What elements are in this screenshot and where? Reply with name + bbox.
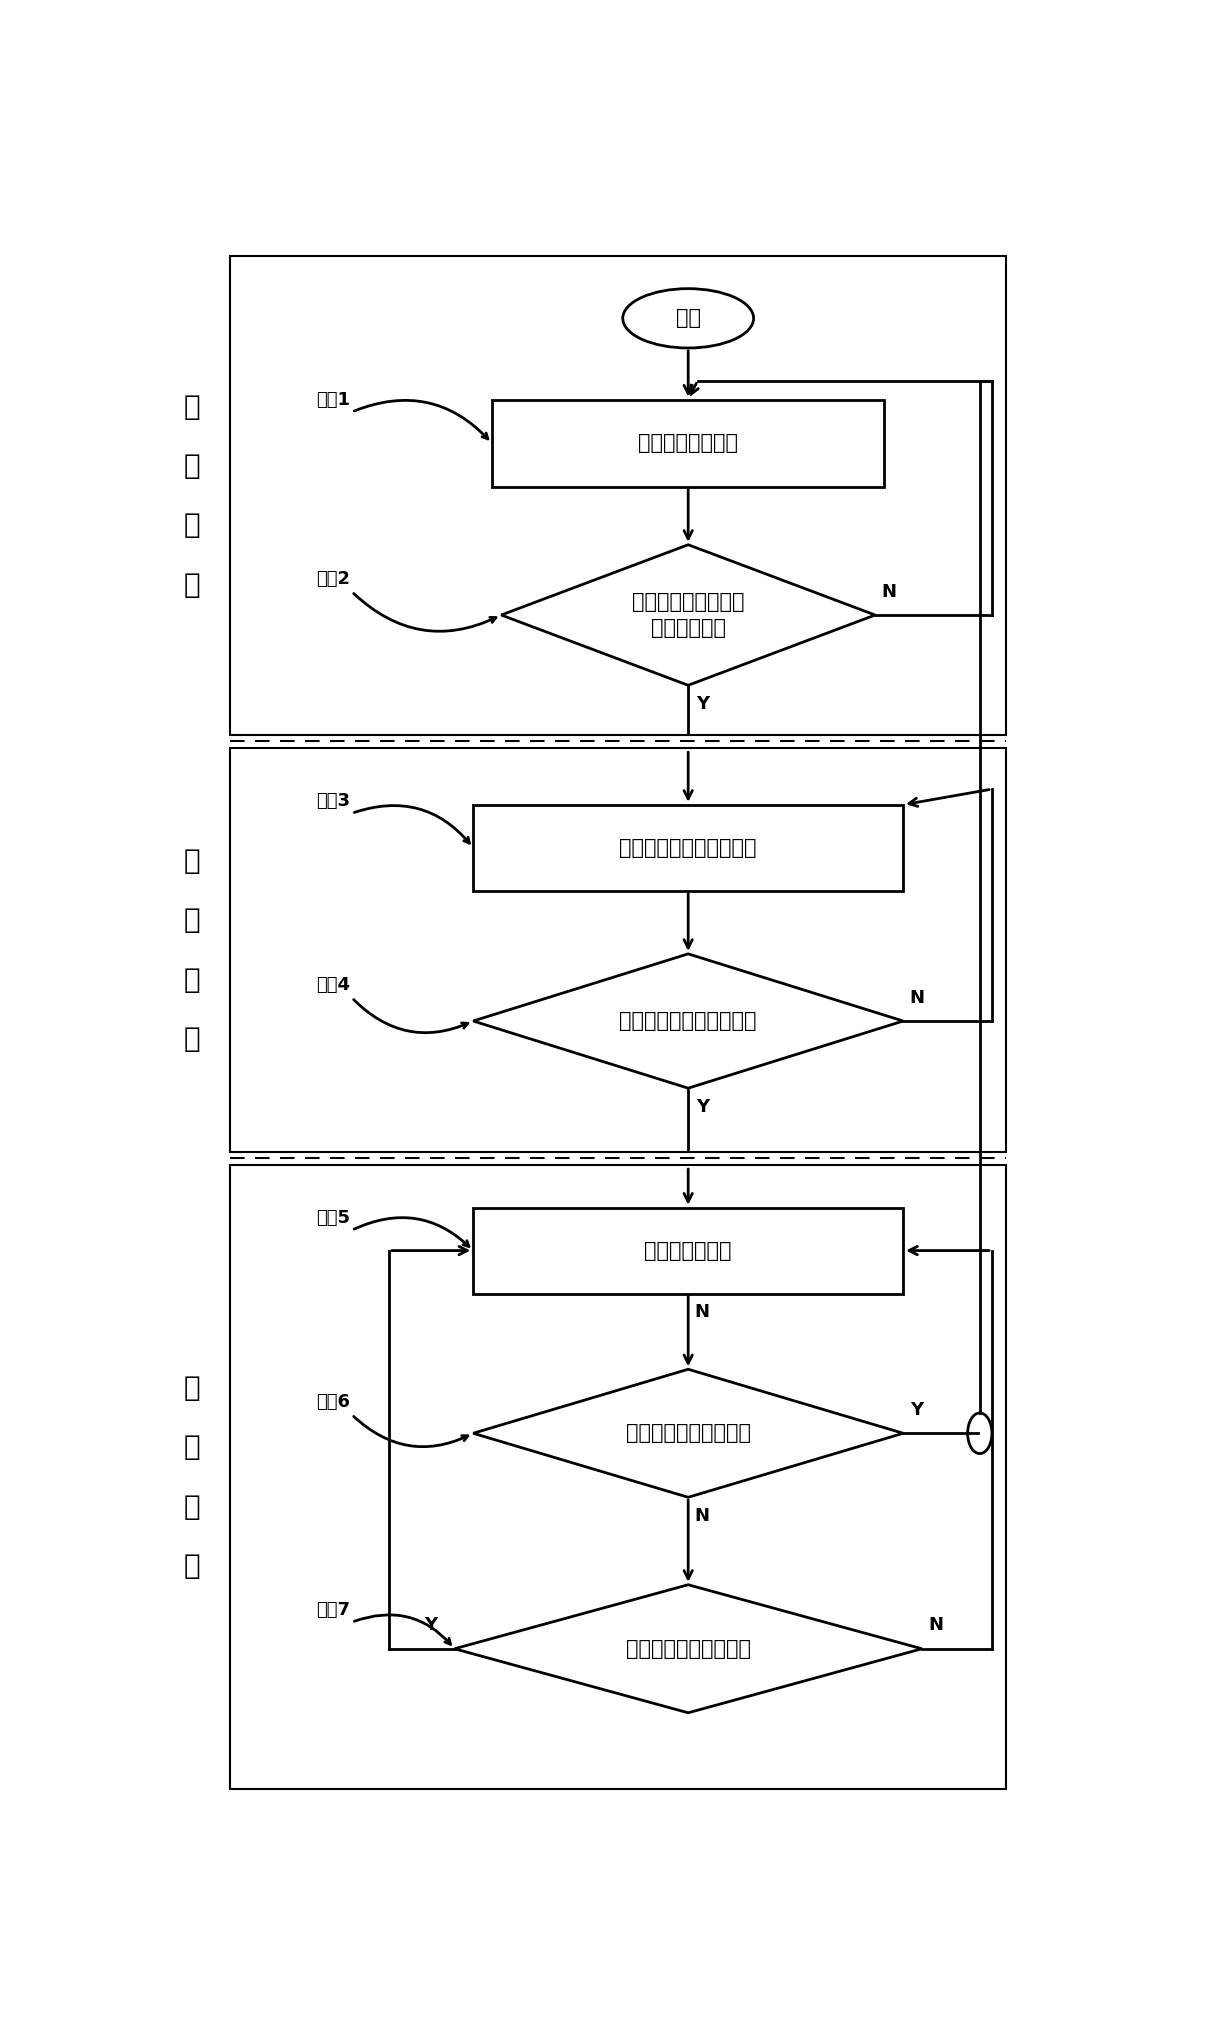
Bar bbox=[230, 256, 1006, 736]
Text: 阶: 阶 bbox=[183, 1493, 200, 1521]
Bar bbox=[473, 1207, 903, 1294]
Text: 三个工作点是否足够靠近: 三个工作点是否足够靠近 bbox=[620, 1012, 757, 1030]
Polygon shape bbox=[502, 546, 876, 685]
Text: 三: 三 bbox=[183, 1434, 200, 1462]
Text: N: N bbox=[909, 988, 925, 1006]
Bar bbox=[492, 400, 884, 487]
Text: 步骤1: 步骤1 bbox=[316, 391, 350, 408]
Text: 段: 段 bbox=[183, 1551, 200, 1580]
Text: 步骤4: 步骤4 bbox=[316, 975, 350, 994]
Text: N: N bbox=[695, 1304, 709, 1322]
Text: 一: 一 bbox=[183, 452, 200, 481]
Text: 第: 第 bbox=[183, 1375, 200, 1401]
Text: 二: 二 bbox=[183, 907, 200, 935]
Text: 段: 段 bbox=[183, 1024, 200, 1053]
Text: 步骤7: 步骤7 bbox=[316, 1600, 350, 1618]
Text: 环境发生了剧烈变化？: 环境发生了剧烈变化？ bbox=[626, 1424, 750, 1444]
Text: 阶: 阶 bbox=[183, 965, 200, 994]
Text: 段: 段 bbox=[183, 570, 200, 598]
Polygon shape bbox=[473, 953, 903, 1089]
Bar bbox=[230, 748, 1006, 1152]
Text: N: N bbox=[882, 582, 896, 600]
Polygon shape bbox=[473, 1369, 903, 1497]
Bar bbox=[230, 1164, 1006, 1789]
Text: 步骤3: 步骤3 bbox=[316, 791, 350, 809]
Text: 输出电压小于逆变器
最低工作电压: 输出电压小于逆变器 最低工作电压 bbox=[632, 592, 744, 639]
Text: 步骤5: 步骤5 bbox=[316, 1209, 350, 1227]
Polygon shape bbox=[455, 1584, 921, 1714]
Text: 步骤6: 步骤6 bbox=[316, 1393, 350, 1411]
Text: 环境发生了缓慢变化？: 环境发生了缓慢变化？ bbox=[626, 1639, 750, 1659]
Text: 第: 第 bbox=[183, 393, 200, 420]
Text: N: N bbox=[695, 1507, 709, 1525]
Text: 功率闭环控制扫描: 功率闭环控制扫描 bbox=[638, 434, 738, 452]
Text: Y: Y bbox=[696, 696, 709, 714]
Text: 开始: 开始 bbox=[675, 308, 701, 329]
Text: 第: 第 bbox=[183, 848, 200, 874]
Text: Y: Y bbox=[425, 1616, 438, 1635]
Text: 三点协同变步长局部搜索: 三点协同变步长局部搜索 bbox=[620, 838, 757, 858]
Text: Y: Y bbox=[911, 1401, 924, 1420]
Text: Y: Y bbox=[696, 1097, 709, 1115]
Text: 定电压稳态跟踪: 定电压稳态跟踪 bbox=[644, 1241, 732, 1261]
Text: 步骤2: 步骤2 bbox=[316, 570, 350, 588]
Text: 阶: 阶 bbox=[183, 511, 200, 539]
Text: N: N bbox=[929, 1616, 943, 1635]
Bar bbox=[473, 805, 903, 890]
